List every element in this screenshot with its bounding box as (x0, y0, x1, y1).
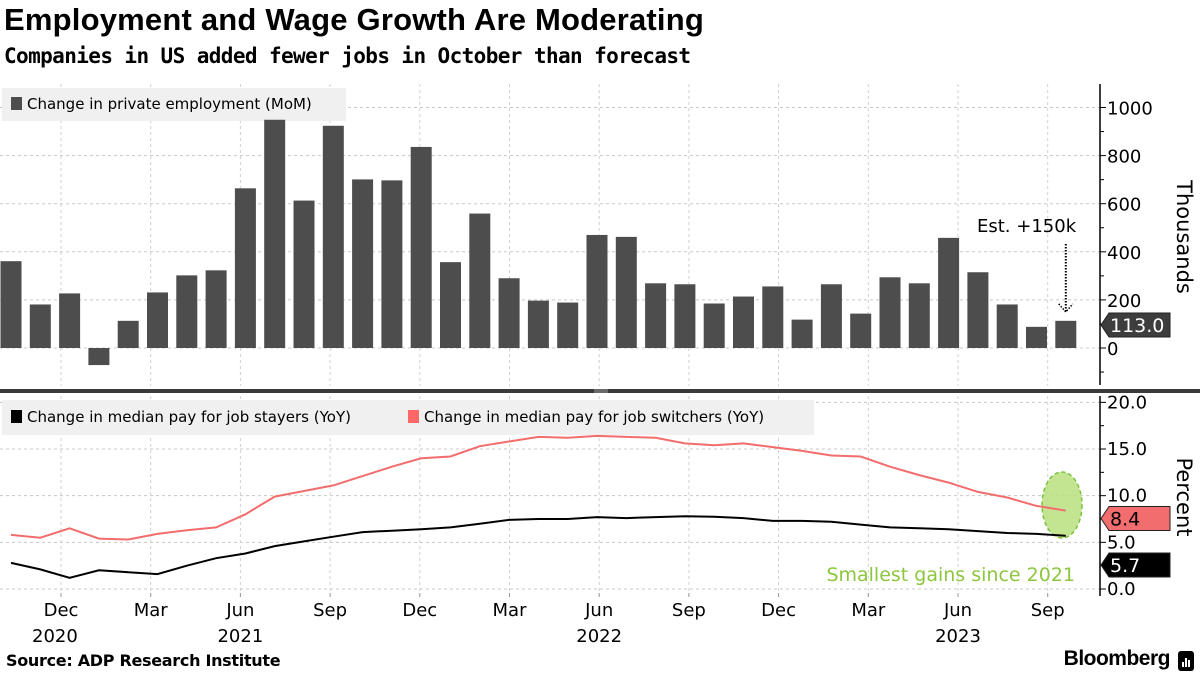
employment-bar (59, 293, 81, 348)
pay-y-tick-label: 20.0 (1107, 392, 1147, 413)
pay-y-tick-label: 10.0 (1107, 486, 1147, 507)
employment-bar (147, 292, 168, 348)
pay-lines (10, 434, 1066, 579)
panel-divider[interactable] (0, 389, 1200, 393)
employment-last-value-tag: 113.0 (1110, 315, 1164, 337)
x-tick-month-label: Jun (943, 600, 972, 621)
employment-bar (762, 286, 784, 348)
arrow-head (1058, 303, 1074, 314)
estimate-annotation: Est. +150k (977, 216, 1077, 237)
employment-bar (527, 300, 549, 348)
employment-bar (117, 320, 139, 348)
employment-bar (0, 261, 22, 348)
chart-title: Employment and Wage Growth Are Moderatin… (4, 2, 705, 37)
employment-bar (645, 283, 667, 348)
employment-bar (469, 213, 491, 348)
employment-bar (967, 272, 989, 348)
employment-bar (850, 313, 872, 348)
employment-bar (264, 119, 286, 348)
employment-bar (1055, 320, 1077, 348)
employment-bars (0, 119, 1077, 366)
employment-bar (908, 283, 930, 348)
pay-series-line (10, 515, 1066, 579)
x-tick-year-label: 2021 (217, 626, 263, 647)
employment-bar (29, 304, 51, 348)
y-axis-ticks: 0 200 400 600 800 1000 0.0 5.0 10.0 15.0 20.0 (1100, 99, 1153, 600)
employment-bar (234, 188, 256, 348)
switchers-legend-label: Change in median pay for job switchers (… (424, 408, 764, 426)
employment-bar (176, 275, 198, 348)
x-tick-year-label: 2022 (576, 626, 622, 647)
employment-y-tick-label: 400 (1107, 243, 1141, 264)
source-note: Source: ADP Research Institute (6, 651, 281, 670)
estimate-arrow-icon (1058, 244, 1074, 314)
pay-series-line (10, 434, 1066, 541)
employment-bar (498, 278, 520, 348)
switchers-last-value-tag: 8.4 (1110, 509, 1140, 531)
employment-legend-bg (2, 88, 346, 121)
employment-last-value-tag-bg (1100, 312, 1171, 338)
x-tick-month-label: Mar (134, 600, 169, 621)
x-tick-month-label: Sep (672, 600, 706, 621)
employment-bar (1026, 326, 1047, 348)
stayers-legend-swatch (11, 410, 22, 423)
employment-bar (791, 319, 813, 348)
x-tick-month-label: Mar (493, 600, 528, 621)
employment-bar (88, 348, 110, 366)
employment-bar (586, 234, 608, 348)
bloomberg-terminal-icon (1178, 651, 1194, 671)
employment-bar (440, 262, 461, 348)
stayers-legend-label: Change in median pay for job stayers (Yo… (27, 408, 351, 426)
x-tick-month-label: Dec (761, 600, 796, 621)
employment-bar (205, 270, 227, 348)
chart-subtitle: Companies in US added fewer jobs in Octo… (4, 44, 691, 68)
highlight-ellipse (1041, 471, 1083, 539)
employment-legend-label: Change in private employment (MoM) (27, 95, 312, 113)
x-tick-year-label: 2023 (935, 626, 981, 647)
employment-y-tick-label: 1000 (1107, 99, 1153, 120)
x-tick-year-label: 2020 (32, 626, 78, 647)
x-tick-month-label: Dec (44, 600, 79, 621)
smallest-gains-annotation: Smallest gains since 2021 (826, 564, 1075, 586)
last-value-tags: 113.0 8.4 5.7 (1100, 312, 1171, 578)
employment-bar (938, 237, 960, 348)
x-tick-month-label: Jun (225, 600, 254, 621)
x-tick-month-label: Mar (851, 600, 886, 621)
x-axis-ticks: Dec 2020 Mar Jun 2021 Sep Dec Mar Jun 2022 Sep Dec M… (32, 593, 1065, 647)
stayers-last-value-tag: 5.7 (1110, 555, 1140, 577)
x-tick-month-label: Sep (1031, 600, 1065, 621)
pay-y-tick-label: 0.0 (1107, 579, 1136, 600)
employment-bar (381, 180, 403, 348)
employment-bar (820, 284, 842, 348)
employment-y-tick-label: 0 (1107, 339, 1118, 360)
employment-bar (996, 304, 1018, 348)
employment-y-tick-label: 600 (1107, 195, 1141, 216)
employment-bar (322, 125, 344, 348)
stayers-last-value-tag-bg (1100, 552, 1171, 578)
switchers-legend-swatch (408, 410, 419, 423)
employment-y-tick-label: 800 (1107, 147, 1141, 168)
employment-bar (879, 277, 901, 348)
pay-y-axis-label: Percent (1172, 457, 1196, 536)
employment-bar (352, 179, 374, 348)
employment-bar (410, 146, 432, 348)
employment-bar (615, 236, 637, 348)
employment-bar (674, 284, 696, 348)
employment-bar (733, 296, 754, 348)
employment-y-tick-label: 200 (1107, 291, 1141, 312)
pay-y-tick-label: 15.0 (1107, 439, 1147, 460)
pay-y-tick-label: 5.0 (1107, 532, 1136, 553)
employment-bar (557, 302, 579, 348)
bloomberg-logo: Bloomberg (1063, 647, 1171, 670)
switchers-last-value-tag-bg (1100, 506, 1171, 531)
x-tick-month-label: Dec (402, 600, 437, 621)
x-tick-month-label: Jun (584, 600, 613, 621)
x-tick-month-label: Sep (313, 600, 347, 621)
employment-bar (703, 303, 725, 348)
employment-legend-swatch (11, 97, 22, 110)
employment-bar (293, 200, 315, 348)
employment-y-axis-label: Thousands (1172, 179, 1196, 294)
